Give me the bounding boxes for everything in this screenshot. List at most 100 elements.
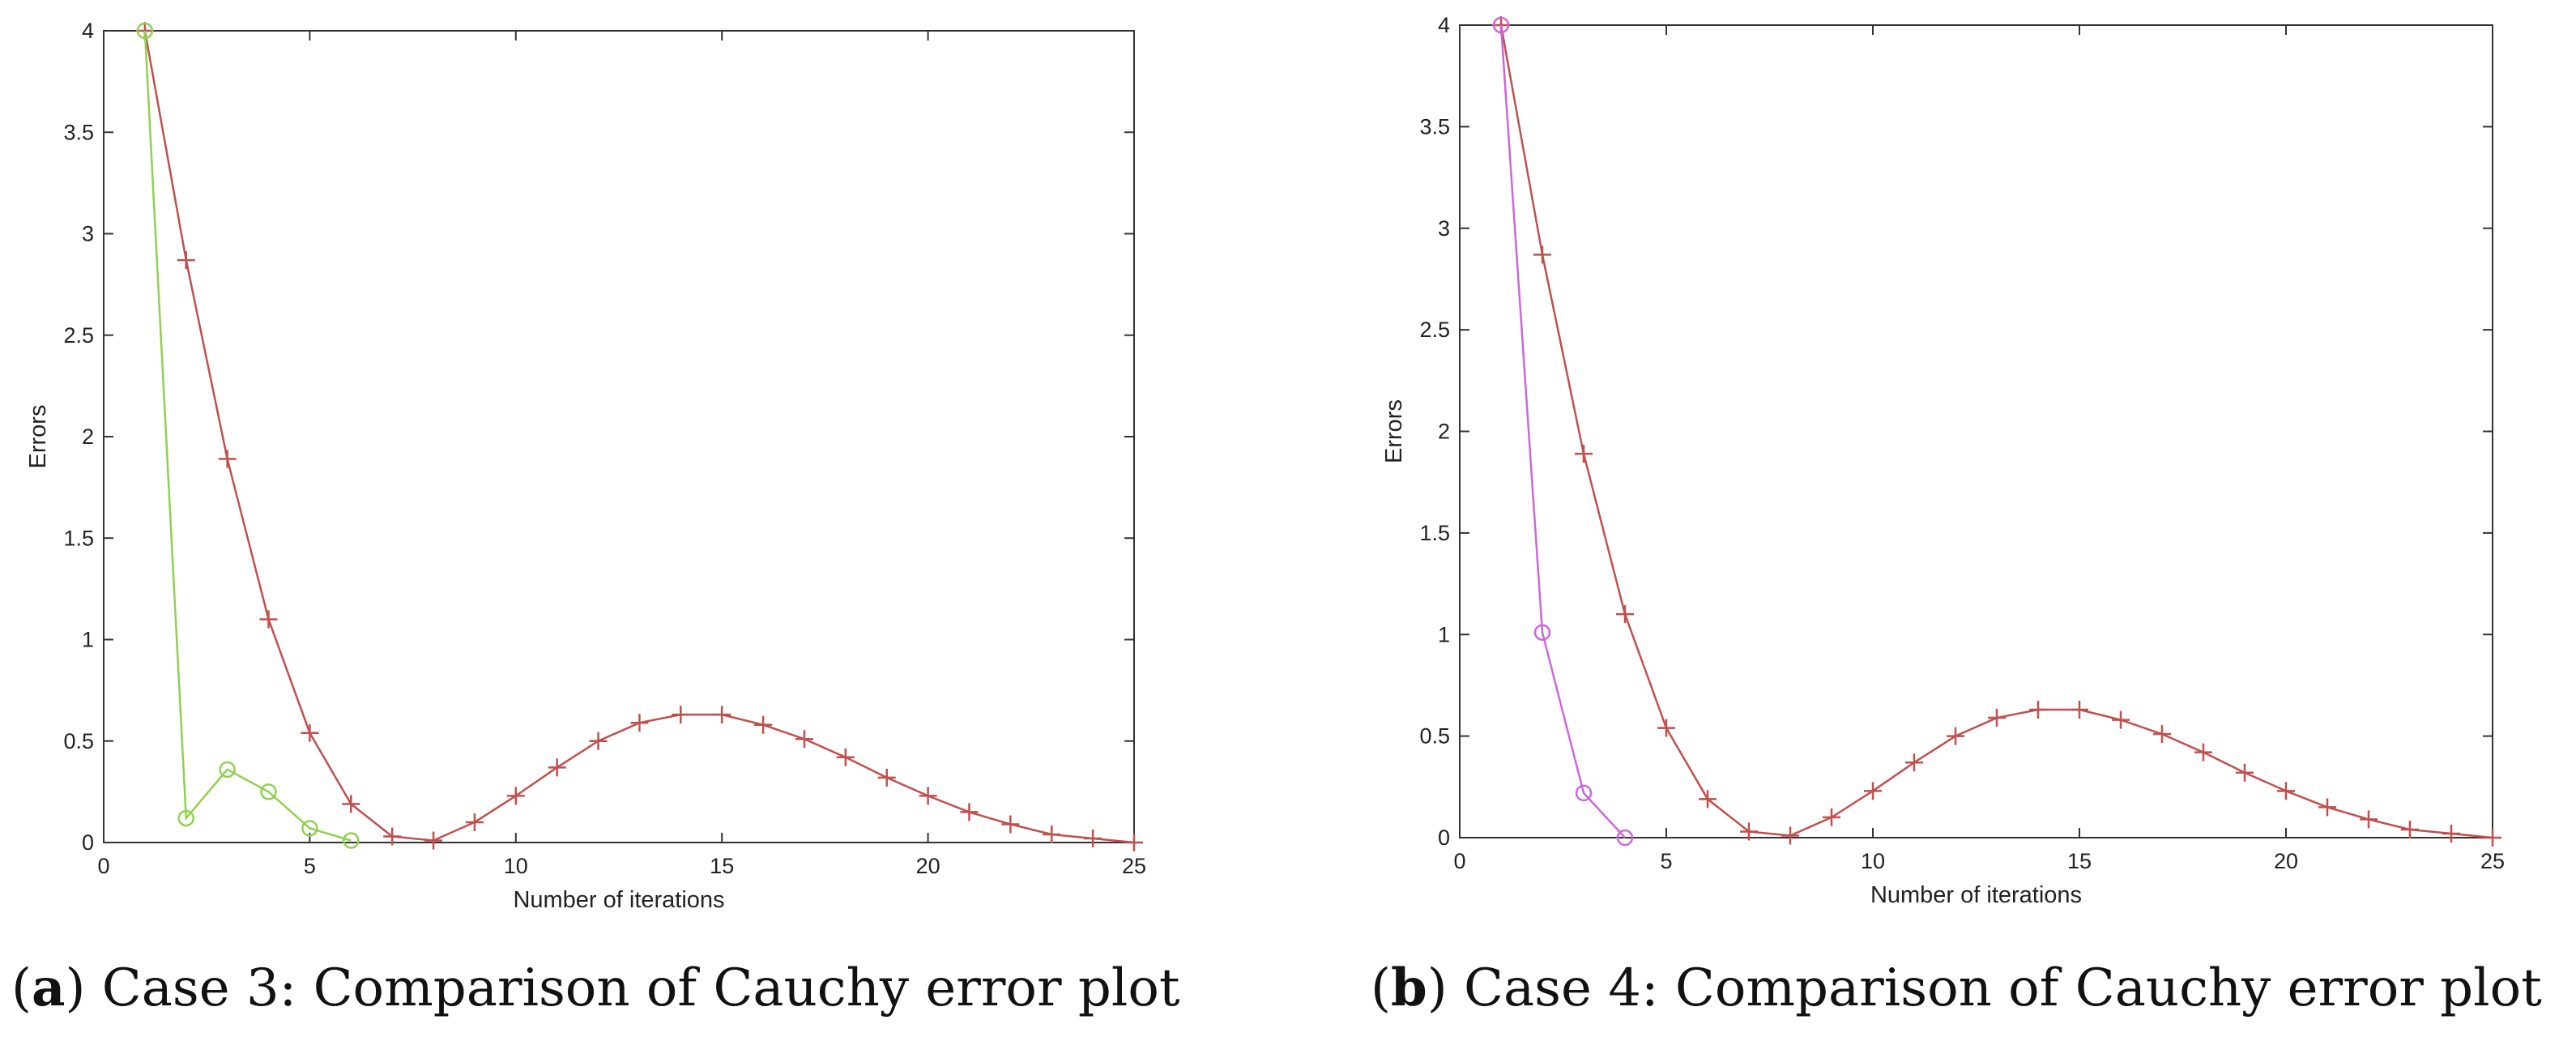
chart-a-series-0-point bbox=[342, 795, 360, 813]
chart-a-series-0-point bbox=[465, 813, 484, 831]
chart-a-series-1-point bbox=[219, 761, 236, 779]
chart-b-x-axis-label: Number of iterations bbox=[1870, 882, 2082, 908]
chart-a-series-0-point bbox=[177, 251, 195, 270]
chart-b-y-tick-label: 3 bbox=[1438, 216, 1450, 241]
chart-a-series-1-point bbox=[260, 783, 277, 800]
chart-a-series-0-point bbox=[506, 787, 525, 805]
caption-a-label: a bbox=[31, 958, 66, 1018]
chart-b-series-0-point bbox=[2401, 820, 2419, 838]
caption-a: (a) Case 3: Comparison of Cauchy error p… bbox=[11, 958, 1180, 1018]
chart-a-x-axis-label: Number of iterations bbox=[513, 887, 724, 913]
chart-b-series-0-point bbox=[2236, 763, 2254, 782]
chart-b-series-0-point bbox=[2029, 701, 2047, 719]
chart-a-series-1-point bbox=[301, 820, 318, 837]
chart-a-y-tick-label: 0 bbox=[82, 830, 94, 855]
chart-a-y-tick-label: 0.5 bbox=[63, 729, 94, 753]
chart-b-series-1-point bbox=[1533, 624, 1551, 641]
chart-b-series-1-line bbox=[1499, 24, 1626, 838]
chart-b-series-0-point bbox=[2360, 810, 2378, 829]
chart-a-x-tick-label: 5 bbox=[304, 854, 316, 878]
chart-a-series-0-point bbox=[301, 723, 319, 742]
chart-b-series-0-point bbox=[1988, 709, 2006, 727]
chart-a-series-0-point bbox=[630, 714, 649, 732]
chart-a-x-tick-label: 15 bbox=[710, 854, 734, 878]
chart-a-y-tick-label: 1.5 bbox=[63, 526, 94, 550]
chart-a-series-1-point bbox=[343, 832, 360, 849]
chart-a-series-1-point bbox=[136, 22, 154, 40]
chart-b-y-tick-label: 0.5 bbox=[1419, 724, 1450, 749]
chart-a-series-0-point bbox=[1001, 815, 1020, 834]
chart-a-series-0-point bbox=[836, 748, 855, 766]
chart-b-series-0-point bbox=[1947, 727, 1964, 745]
chart-b-series-0-point bbox=[2194, 743, 2212, 762]
chart-a-series-0-point bbox=[424, 831, 443, 850]
chart-b-svg: 0 5 10 15 20 25 0 0.5 1 1.5 2 2.5 3 3.5 4 Number of ite… bbox=[1381, 13, 2505, 908]
chart-b-y-tick-label: 3.5 bbox=[1419, 114, 1450, 139]
chart-b-x-tick-label: 15 bbox=[2067, 849, 2092, 873]
chart-b-series-0-point bbox=[1699, 790, 1717, 808]
chart-a-y-tick-label: 3 bbox=[82, 222, 94, 246]
chart-b-series-0-point bbox=[2318, 798, 2336, 817]
chart-a-y-tick-label: 2.5 bbox=[63, 323, 94, 348]
caption-b-label: b bbox=[1390, 958, 1427, 1018]
chart-b-series-0-point bbox=[1740, 822, 1758, 841]
chart-a-x-tick-label: 10 bbox=[504, 854, 528, 878]
chart-b-y-axis-label: Errors bbox=[1381, 399, 1407, 463]
chart-a-series-0-point bbox=[589, 732, 608, 750]
chart-a-series-0-point bbox=[877, 768, 896, 787]
chart-b-y-tick-label: 1 bbox=[1438, 622, 1450, 646]
chart-a-series-0-point bbox=[919, 787, 937, 805]
caption-b: (b) Case 4: Comparison of Cauchy error p… bbox=[1371, 958, 2542, 1018]
chart-a-series-0-point bbox=[383, 827, 402, 846]
chart-a-x-tick-label: 0 bbox=[97, 854, 109, 878]
chart-b-series-0-point bbox=[1905, 753, 1923, 772]
chart-b-series-0-point bbox=[2442, 824, 2460, 843]
chart-a-series-0-point bbox=[218, 450, 237, 468]
chart-a-y-tick-label: 3.5 bbox=[63, 120, 94, 144]
chart-b-y-tick-label: 1.5 bbox=[1419, 521, 1450, 545]
chart-b-series-0-point bbox=[1657, 719, 1675, 737]
chart-a-series-0-point bbox=[672, 706, 690, 724]
chart-b-x-tick-label: 10 bbox=[1861, 849, 1885, 873]
chart-panel-b: 0 5 10 15 20 25 0 0.5 1 1.5 2 2.5 3 3.5 4 Number of ite… bbox=[1288, 0, 2576, 1041]
caption-a-text: ) Case 3: Comparison of Cauchy error plo… bbox=[65, 958, 1180, 1018]
chart-b-series-1-point bbox=[1575, 784, 1593, 802]
chart-b-series-0-point bbox=[2071, 701, 2088, 719]
chart-a-series-0-point bbox=[259, 610, 278, 629]
chart-a-x-tick-label: 25 bbox=[1122, 854, 1146, 878]
chart-b-series-0-point bbox=[2277, 782, 2295, 800]
chart-a-series-0-point bbox=[713, 706, 731, 724]
chart-b-y-tick-label: 2 bbox=[1438, 420, 1450, 444]
chart-b-series-0-point bbox=[1781, 826, 1799, 845]
chart-a-series-0-point bbox=[754, 715, 773, 734]
chart-b-series-0-point bbox=[2153, 725, 2171, 744]
chart-b-series-0-point bbox=[2112, 710, 2130, 729]
chart-b-x-tick-label: 5 bbox=[1660, 849, 1672, 873]
chart-b-series-0-point bbox=[1575, 445, 1593, 463]
chart-panel-a: 0 5 10 15 20 25 0 0.5 1 1.5 2 2.5 3 3.5 4 Number of ite… bbox=[11, 19, 1180, 1018]
chart-b-series-0-point bbox=[1616, 605, 1634, 624]
chart-a-series-1-point bbox=[177, 809, 195, 827]
chart-b-series-0-point bbox=[1823, 808, 1840, 826]
chart-a-series-0-point bbox=[1125, 834, 1143, 851]
chart-b-y-tick-label: 4 bbox=[1438, 13, 1450, 37]
chart-a-svg: 0 5 10 15 20 25 0 0.5 1 1.5 2 2.5 3 3.5 4 Number of ite… bbox=[25, 19, 1146, 913]
chart-b-x-tick-label: 20 bbox=[2274, 849, 2298, 873]
chart-a-y-tick-label: 1 bbox=[82, 628, 94, 652]
chart-a-y-tick-label: 2 bbox=[82, 425, 94, 449]
chart-b-axes-box bbox=[1459, 24, 2493, 838]
chart-a-series-0-point bbox=[1084, 829, 1102, 847]
chart-b-series-0-point bbox=[2484, 829, 2501, 847]
chart-b-x-tick-label: 25 bbox=[2480, 849, 2505, 873]
chart-a-series-0-point bbox=[548, 758, 566, 777]
chart-b-series-0-point bbox=[1533, 245, 1551, 264]
chart-b-series-1-point bbox=[1616, 829, 1634, 847]
chart-a-series-0-point bbox=[795, 730, 813, 749]
chart-b-y-tick-label: 0 bbox=[1438, 826, 1450, 850]
chart-a-series-1-line bbox=[143, 30, 352, 842]
chart-b-series-1-point bbox=[1492, 16, 1510, 34]
chart-a-axes-box bbox=[103, 30, 1135, 843]
chart-a-y-tick-label: 4 bbox=[82, 19, 94, 43]
chart-a-x-tick-label: 20 bbox=[916, 854, 940, 878]
chart-b-x-tick-label: 0 bbox=[1453, 849, 1465, 873]
